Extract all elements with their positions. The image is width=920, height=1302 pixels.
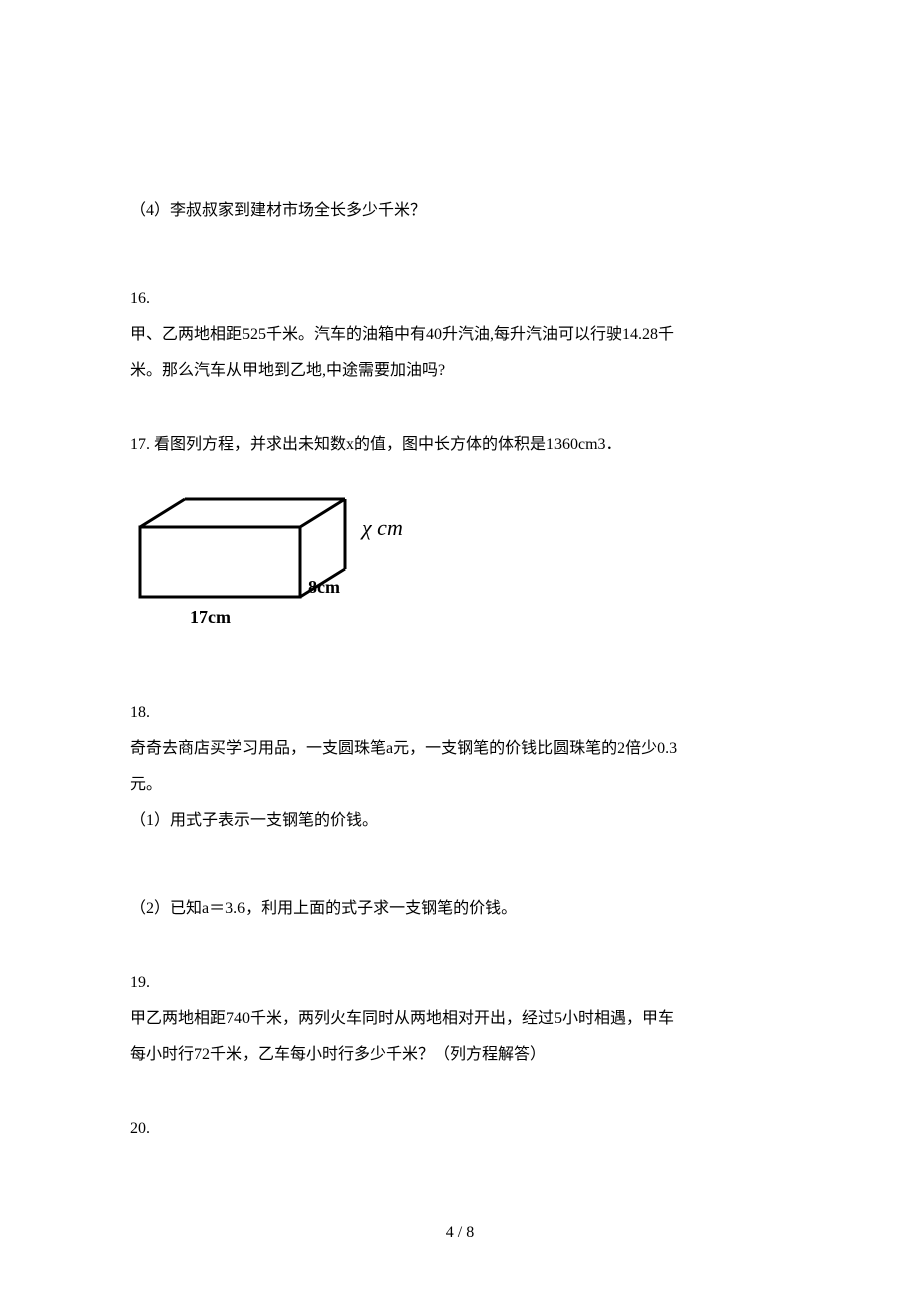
page-number: 4 / 8 [0, 1224, 920, 1242]
q19-number: 19. [130, 967, 790, 999]
q16-line2: 米。那么汽车从甲地到乙地,中途需要加油吗? [130, 355, 790, 387]
q15-sub4: （4）李叔叔家到建材市场全长多少千米？ [130, 195, 790, 227]
q19-line1: 甲乙两地相距740千米，两列火车同时从两地相对开出，经过5小时相遇，甲车 [130, 1003, 790, 1035]
page-content: （4）李叔叔家到建材市场全长多少千米？ 16. 甲、乙两地相距525千米。汽车的… [0, 0, 920, 1145]
q16-line1: 甲、乙两地相距525千米。汽车的油箱中有40升汽油,每升汽油可以行驶14.28千 [130, 319, 790, 351]
cuboid-width-label: 17cm [190, 607, 231, 627]
q18-sub2: （2）已知a＝3.6，利用上面的式子求一支钢笔的价钱。 [130, 893, 790, 925]
q19-line2: 每小时行72千米，乙车每小时行多少千米？（列方程解答） [130, 1039, 790, 1071]
cuboid-x-label: χ cm [360, 515, 403, 540]
cuboid-depth-label: 8cm [308, 577, 340, 597]
cuboid-figure: χ cm 8cm 17cm [130, 487, 410, 647]
q16-number: 16. [130, 283, 790, 315]
q18-line2: 元。 [130, 769, 790, 801]
q18-number: 18. [130, 697, 790, 729]
q17-number: 17. [130, 436, 150, 453]
q20-number: 20. [130, 1113, 790, 1145]
q17-line: 17. 看图列方程，并求出未知数x的值，图中长方体的体积是1360cm3． [130, 429, 790, 461]
q18-sub1: （1）用式子表示一支钢笔的价钱。 [130, 805, 790, 837]
q17-text: 看图列方程，并求出未知数x的值，图中长方体的体积是1360cm3． [154, 436, 622, 453]
q18-line1: 奇奇去商店买学习用品，一支圆珠笔a元，一支钢笔的价钱比圆珠笔的2倍少0.3 [130, 733, 790, 765]
